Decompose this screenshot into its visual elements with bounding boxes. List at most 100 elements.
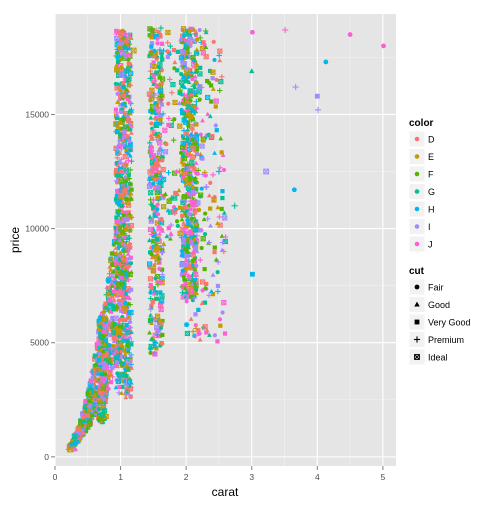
x-tick-label: 3: [249, 472, 254, 482]
cloud-point: [149, 45, 153, 49]
cloud-point: [212, 58, 216, 62]
cloud-point: [166, 123, 170, 127]
cloud-point: [155, 196, 159, 200]
cloud-point: [215, 78, 219, 82]
cloud-point: [121, 85, 125, 89]
cloud-point: [129, 182, 133, 186]
cloud-point: [197, 208, 201, 212]
cloud-point: [189, 37, 193, 41]
data-point: [292, 187, 297, 192]
cloud-point: [222, 168, 226, 172]
cloud-point: [160, 333, 164, 337]
data-point: [323, 60, 328, 65]
shape-legend-title: cut: [409, 266, 425, 277]
cloud-point: [118, 121, 122, 125]
cloud-point: [181, 154, 185, 158]
cloud-point: [190, 137, 194, 141]
cloud-point: [200, 246, 204, 250]
cloud-point: [103, 302, 107, 306]
legend-shape-label: Good: [428, 300, 450, 310]
cloud-point: [214, 104, 218, 108]
cloud-point: [101, 334, 105, 338]
cloud-point: [126, 58, 130, 62]
cloud-point: [186, 137, 190, 141]
legend-color-label: D: [428, 135, 435, 145]
cloud-point: [208, 206, 212, 210]
legend-color-label: F: [428, 170, 434, 180]
cloud-point: [102, 361, 106, 365]
cloud-point: [215, 128, 219, 132]
cloud-point: [198, 228, 202, 232]
cloud-point: [183, 171, 187, 175]
cloud-point: [180, 214, 184, 218]
cloud-point: [223, 331, 227, 335]
cloud-point: [121, 102, 125, 106]
cloud-point: [193, 142, 197, 146]
legend-color-label: H: [428, 205, 435, 215]
cloud-point: [128, 242, 132, 246]
cloud-point: [94, 363, 98, 367]
cloud-point: [192, 257, 196, 261]
data-point: [85, 413, 90, 418]
cloud-point: [199, 132, 203, 136]
legend-color-label: E: [428, 152, 434, 162]
cloud-point: [114, 215, 118, 219]
cloud-point: [155, 41, 159, 45]
cloud-point: [173, 191, 177, 195]
cloud-point: [193, 278, 197, 282]
cloud-point: [152, 233, 156, 237]
cloud-point: [187, 275, 191, 279]
data-point: [118, 32, 123, 37]
cloud-point: [196, 308, 200, 312]
cloud-point: [97, 407, 101, 411]
cloud-point: [198, 66, 202, 70]
cloud-point: [129, 288, 133, 292]
cloud-point: [172, 48, 176, 52]
legend-shape-label: Ideal: [428, 353, 448, 363]
cloud-point: [158, 318, 162, 322]
cloud-point: [81, 431, 85, 435]
cloud-point: [214, 123, 218, 127]
cloud-point: [186, 124, 190, 128]
cloud-point: [176, 50, 180, 54]
cloud-point: [166, 55, 170, 59]
data-point: [250, 272, 255, 277]
cloud-point: [215, 339, 219, 343]
cloud-point: [124, 197, 128, 201]
x-tick-label: 1: [118, 472, 123, 482]
cloud-point: [115, 219, 119, 223]
data-point: [348, 32, 353, 37]
cloud-point: [191, 185, 195, 189]
cloud-point: [192, 105, 196, 109]
legend-shape-swatch: [415, 285, 420, 290]
cloud-point: [160, 57, 164, 61]
cloud-point: [115, 360, 119, 364]
cloud-point: [218, 324, 222, 328]
cloud-point: [181, 50, 185, 54]
cloud-point: [155, 207, 159, 211]
cloud-point: [160, 102, 164, 106]
cloud-point: [203, 232, 207, 236]
legend-color-swatch: [415, 189, 420, 194]
cloud-point: [127, 257, 131, 261]
cloud-point: [149, 252, 153, 256]
y-tick-label: 0: [44, 452, 49, 462]
cloud-point: [73, 441, 77, 445]
cloud-point: [116, 60, 120, 64]
cloud-point: [123, 46, 127, 50]
color-legend-title: color: [409, 118, 434, 129]
cloud-point: [127, 310, 131, 314]
cloud-point: [106, 292, 110, 296]
cloud-point: [97, 358, 101, 362]
legend-color-swatch: [415, 172, 420, 177]
cloud-point: [118, 42, 122, 46]
cloud-point: [220, 196, 224, 200]
cloud-point: [175, 68, 179, 72]
cloud-point: [195, 63, 199, 67]
cloud-point: [122, 129, 126, 133]
cloud-point: [220, 207, 224, 211]
cloud-point: [115, 173, 119, 177]
cloud-point: [193, 210, 197, 214]
cloud-point: [175, 219, 179, 223]
cloud-point: [196, 172, 200, 176]
